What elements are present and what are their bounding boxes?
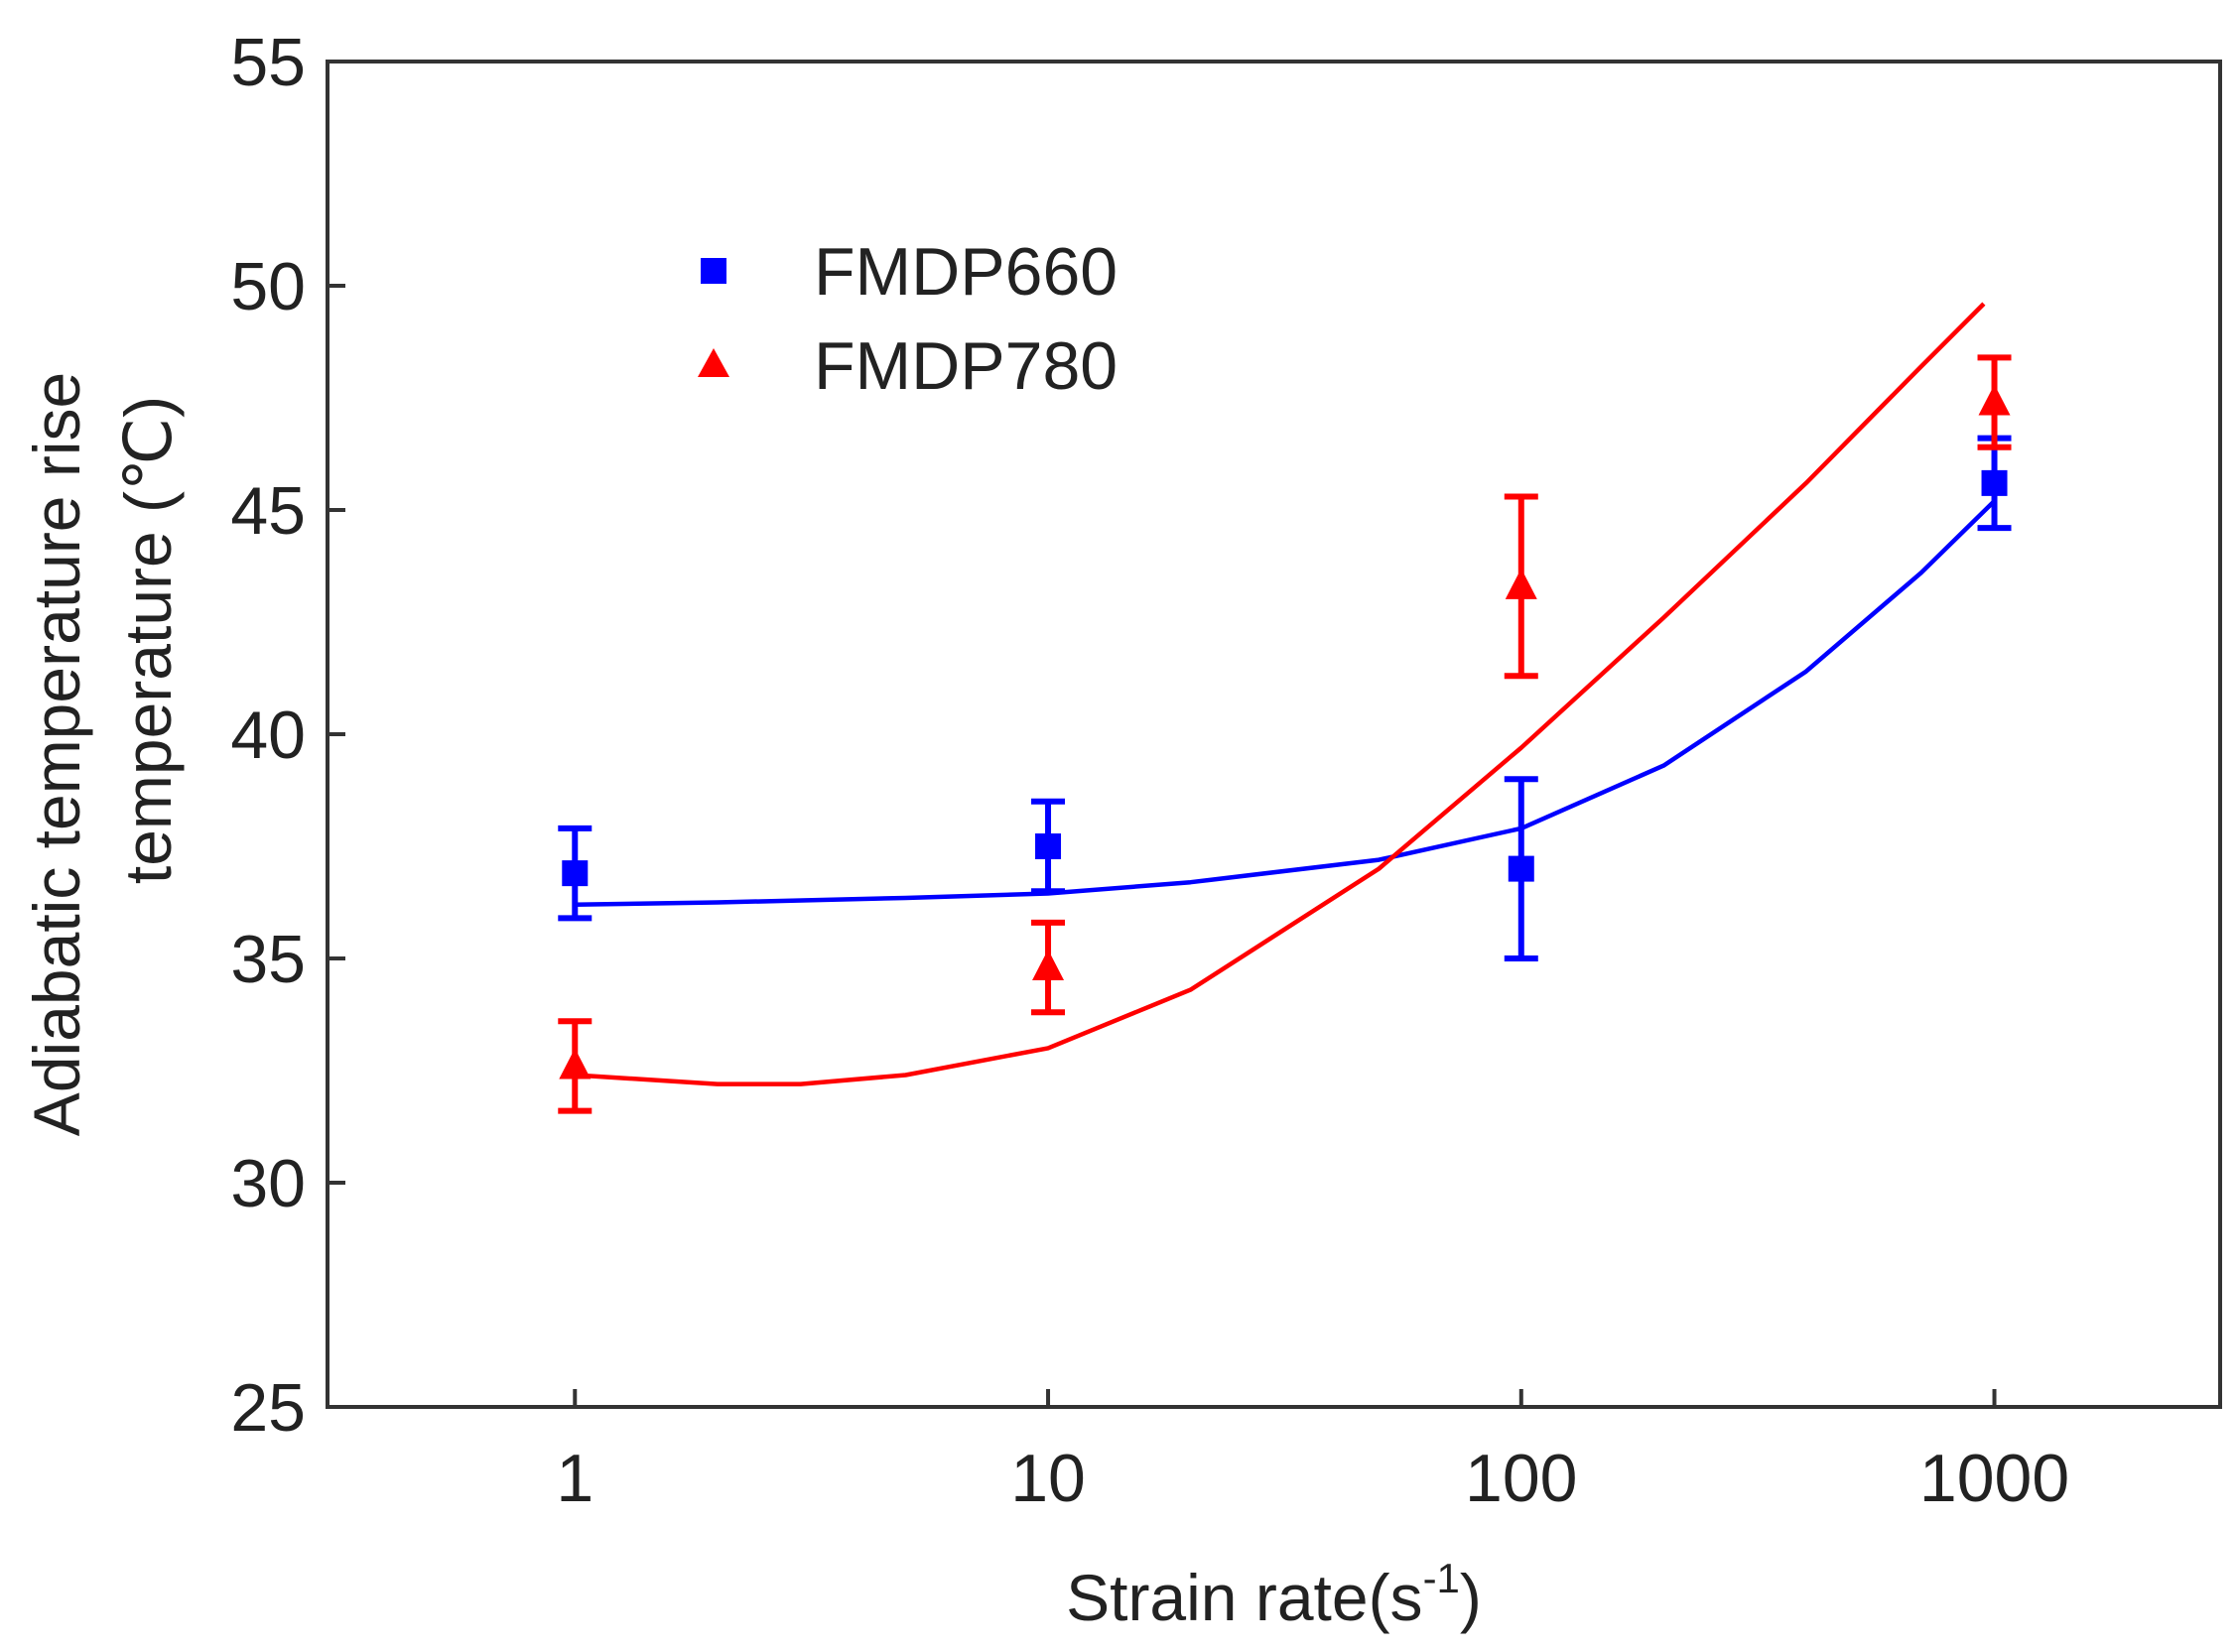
marker-fmdp660: [1981, 469, 2008, 496]
fit-curve-fmdp660: [575, 499, 1997, 908]
x-axis-ticks: 1 10 100 1000: [556, 1389, 2069, 1516]
x-tick-label: 1000: [1919, 1441, 2069, 1516]
plot-area: [326, 60, 2222, 1409]
x-tick-label: 100: [1465, 1441, 1577, 1516]
marker-fmdp780: [559, 1048, 592, 1080]
legend-label-fmdp660: FMDP660: [814, 234, 1118, 310]
marker-fmdp660: [1035, 833, 1062, 859]
data-markers: [558, 354, 2012, 1114]
y-tick-label: 45: [230, 473, 306, 549]
y-axis-title-line-1: Adiabatic temperature rise: [20, 372, 93, 1136]
y-tick-label: 30: [230, 1146, 306, 1221]
fit-curves: [575, 302, 1997, 1086]
y-tick-label: 25: [230, 1370, 306, 1446]
marker-fmdp780: [1505, 568, 1537, 599]
marker-fmdp660: [562, 860, 589, 887]
legend-marker-fmdp780: [698, 348, 729, 377]
legend-label-fmdp780: FMDP780: [814, 328, 1118, 404]
y-tick-label: 55: [230, 25, 306, 100]
x-axis-title: Strain rate(s-1): [1066, 1555, 1482, 1634]
y-axis-title: Adiabatic temperature rise temperature (…: [20, 372, 185, 1136]
fit-curve-fmdp780: [575, 302, 1986, 1086]
plot-frame: [326, 60, 2222, 1409]
legend-marker-fmdp660: [701, 258, 726, 284]
x-tick-label: 10: [1010, 1441, 1086, 1516]
legend: FMDP660 FMDP780: [698, 234, 1118, 404]
y-tick-label: 50: [230, 249, 306, 324]
y-axis-ticks: 25 30 35 40 45 50 55: [230, 25, 345, 1446]
x-tick-label: 1: [556, 1441, 593, 1516]
marker-fmdp780: [1978, 384, 2011, 416]
y-axis-title-line-2: temperature (℃): [111, 396, 185, 884]
marker-fmdp660: [1508, 855, 1534, 882]
y-tick-label: 35: [230, 922, 306, 997]
marker-fmdp780: [1032, 950, 1065, 981]
y-tick-label: 40: [230, 698, 306, 773]
